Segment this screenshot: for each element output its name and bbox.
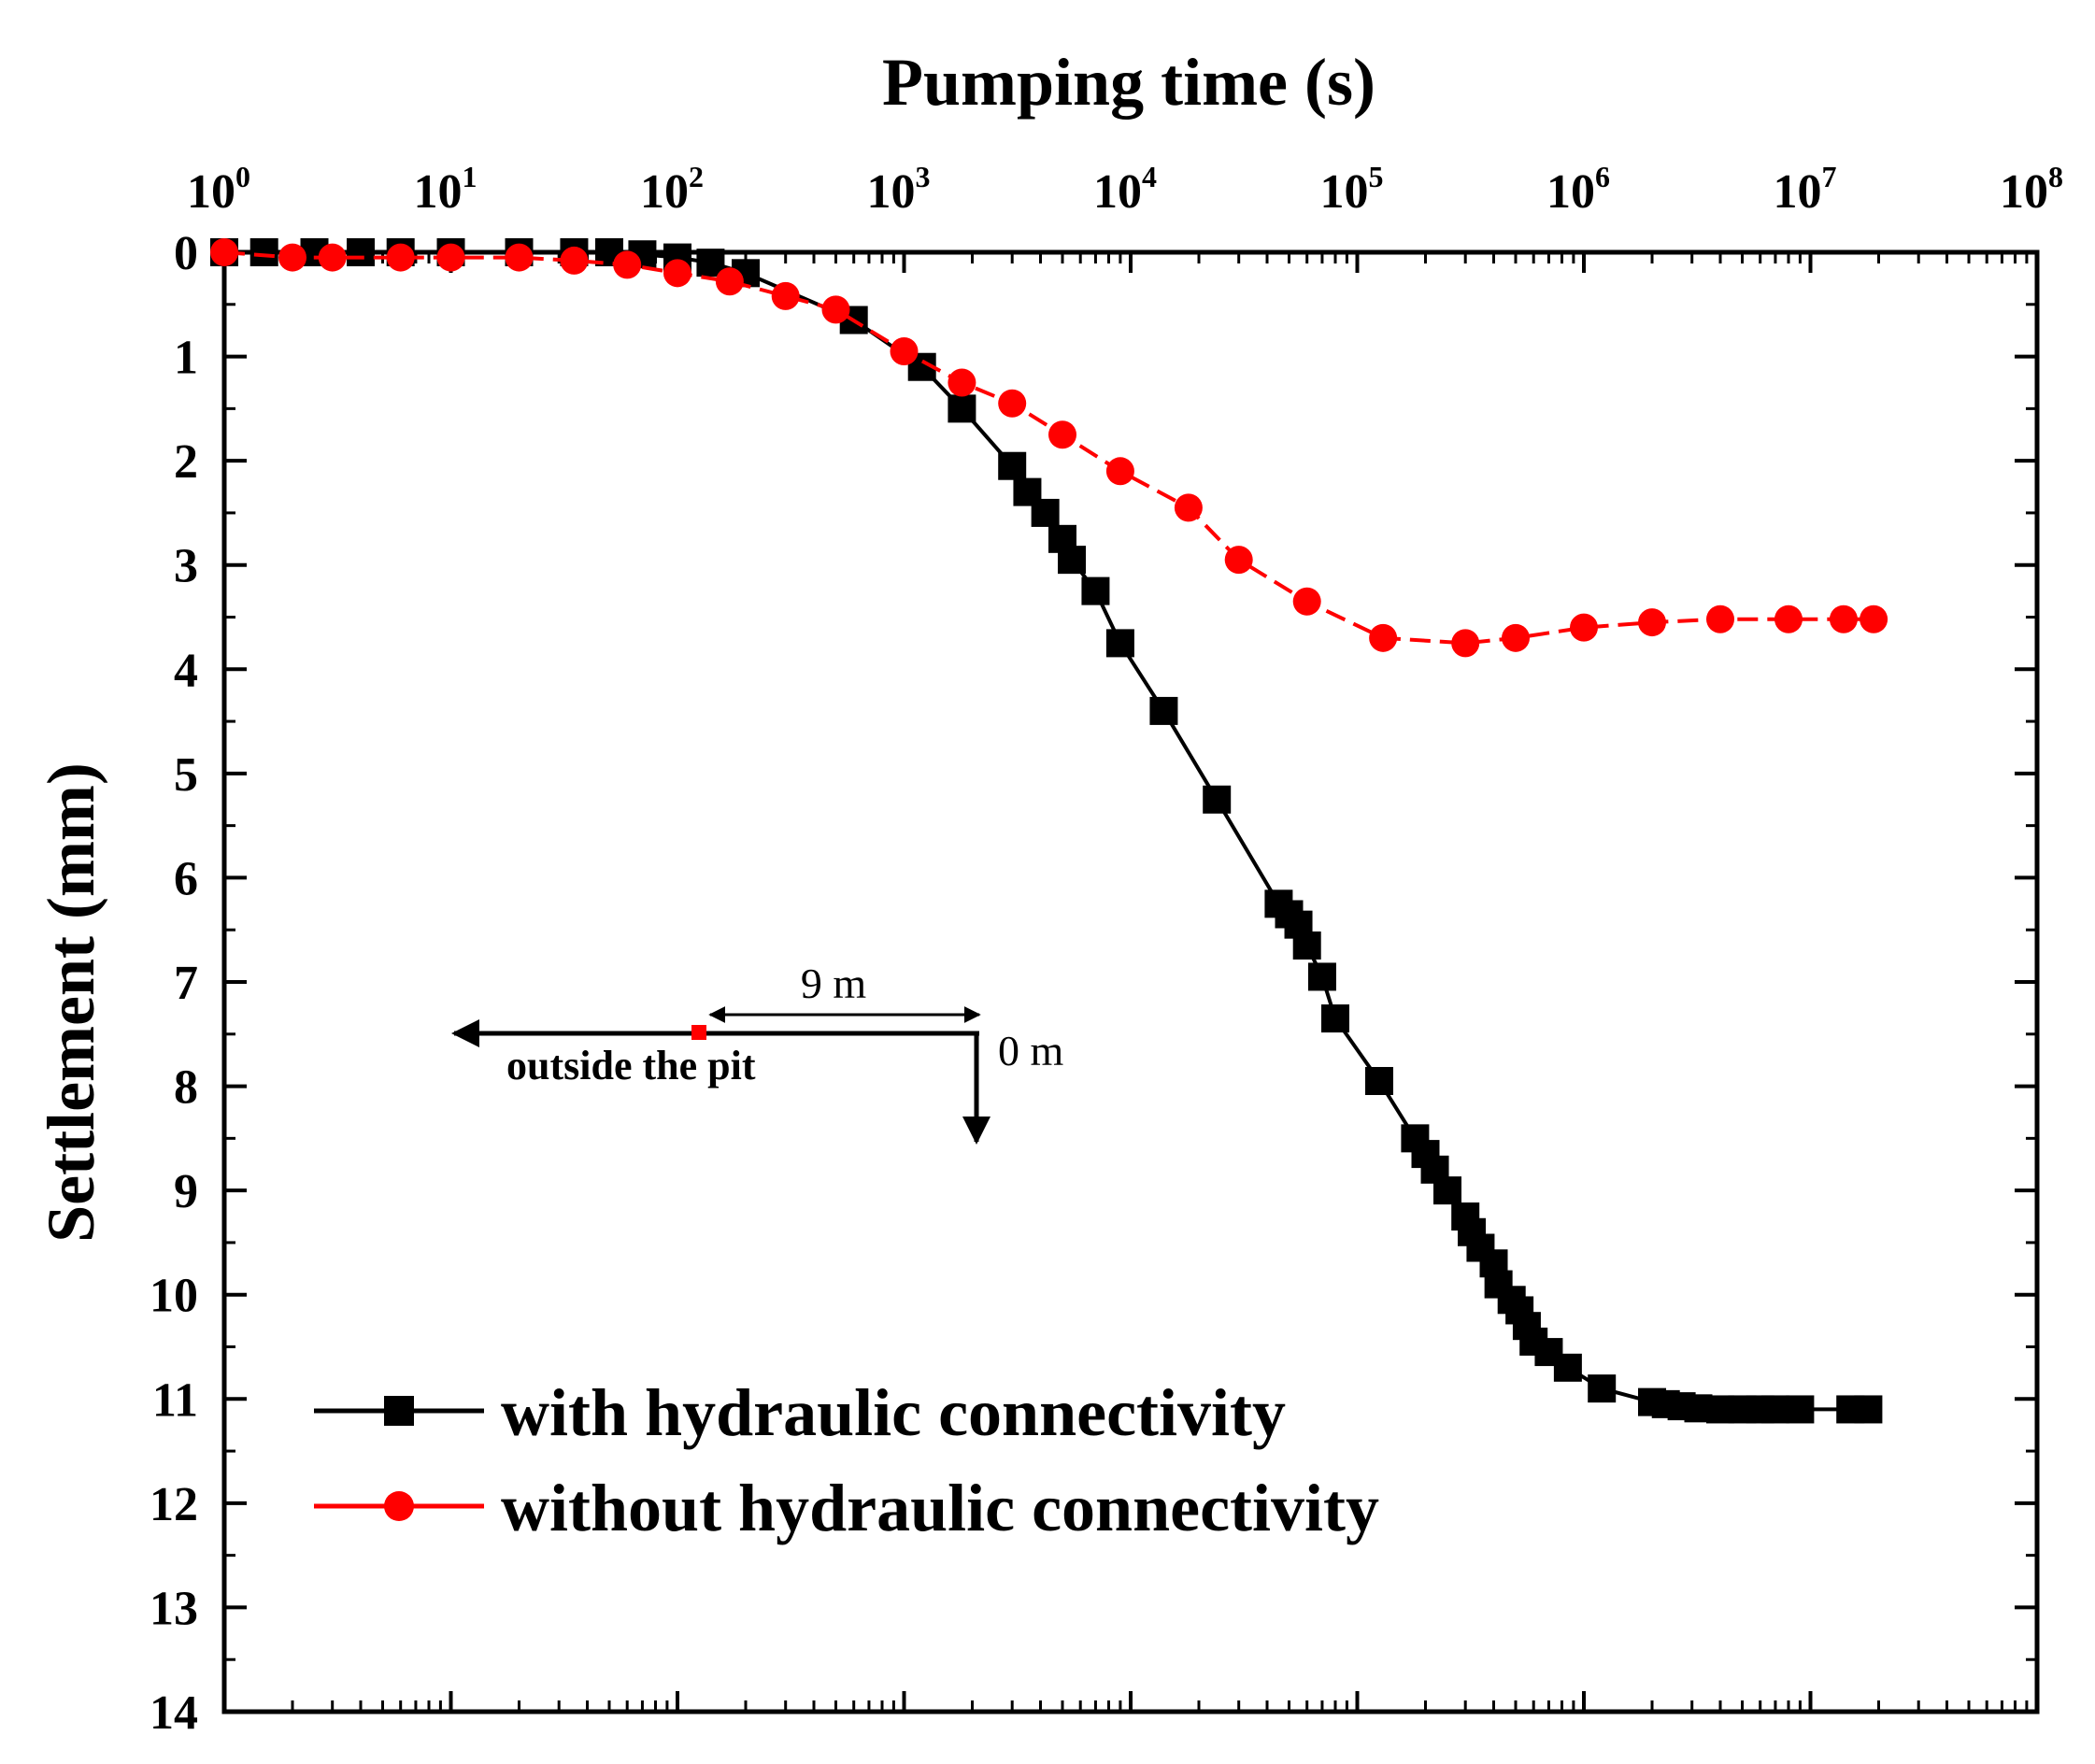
inset-direction-label: outside the pit — [506, 1043, 756, 1088]
data-point-square — [1031, 498, 1060, 527]
series-without-connectivity — [210, 238, 1888, 658]
data-point-circle — [948, 368, 976, 397]
x-tick-labels: 100 101 102 103 104 105 106 107 108 — [187, 160, 2063, 219]
y-tick-label: 4 — [174, 644, 198, 697]
data-point-circle — [436, 243, 465, 272]
y-tick-label: 7 — [174, 957, 198, 1010]
data-point-square — [1320, 1004, 1349, 1033]
axis-ticks — [222, 250, 2039, 1714]
data-point-circle — [1829, 605, 1858, 633]
x-tick-label: 102 — [640, 160, 704, 219]
x-tick-label: 101 — [414, 160, 477, 219]
data-point-circle — [1292, 587, 1321, 616]
y-tick-label: 0 — [174, 227, 198, 280]
inset-distance-label: 9 m — [801, 960, 867, 1007]
data-point-square — [1854, 1395, 1883, 1424]
y-tick-label: 6 — [174, 852, 198, 905]
x-axis-title: Pumping time (s) — [882, 45, 1375, 120]
data-point-square — [346, 238, 375, 266]
y-tick-label: 14 — [150, 1686, 198, 1740]
data-point-square — [1149, 696, 1178, 725]
legend: with hydraulic connectivity without hydr… — [314, 1375, 1379, 1545]
series-with-connectivity — [210, 238, 1883, 1424]
data-point-circle — [771, 281, 800, 310]
legend-item-with: with hydraulic connectivity — [314, 1375, 1286, 1450]
x-tick-label: 103 — [867, 160, 931, 219]
legend-label-without: without hydraulic connectivity — [501, 1471, 1379, 1545]
y-tick-label: 3 — [174, 540, 198, 593]
data-point-circle — [1637, 608, 1666, 637]
x-tick-label: 104 — [1093, 160, 1157, 219]
data-point-square — [1433, 1176, 1462, 1205]
legend-square-icon — [384, 1396, 414, 1426]
y-tick-label: 13 — [150, 1582, 198, 1635]
x-tick-label: 105 — [1320, 160, 1384, 219]
data-point-circle — [1369, 623, 1398, 652]
data-point-circle — [560, 246, 589, 275]
data-point-square — [1105, 629, 1134, 658]
data-point-circle — [821, 295, 850, 324]
y-tick-label: 9 — [174, 1165, 198, 1218]
data-point-square — [249, 238, 278, 266]
data-point-square — [1292, 931, 1321, 960]
y-tick-label: 5 — [174, 748, 198, 802]
data-point-square — [1081, 576, 1110, 605]
location-inset: 9 m 0 m outside the pit — [451, 960, 1064, 1145]
y-tick-label: 1 — [174, 332, 198, 385]
x-tick-label: 106 — [1546, 160, 1610, 219]
data-point-circle — [1774, 605, 1803, 633]
data-point-square — [948, 394, 976, 423]
data-point-circle — [890, 336, 919, 365]
series-line — [223, 250, 1874, 646]
data-point-circle — [1174, 493, 1203, 522]
data-point-circle — [613, 250, 642, 279]
data-point-circle — [715, 267, 744, 296]
y-tick-label: 8 — [174, 1061, 198, 1115]
inset-origin-label: 0 m — [998, 1027, 1064, 1074]
data-point-circle — [998, 389, 1027, 418]
data-point-circle — [505, 243, 534, 272]
y-tick-label: 11 — [152, 1373, 198, 1427]
data-point-circle — [1451, 629, 1480, 658]
y-tick-label: 12 — [150, 1478, 198, 1531]
series-layer — [210, 238, 1888, 1424]
x-tick-label: 107 — [1774, 160, 1837, 219]
legend-label-with: with hydraulic connectivity — [501, 1375, 1286, 1450]
y-axis-title: Settlement (mm) — [34, 762, 108, 1243]
data-point-circle — [386, 243, 415, 272]
data-point-circle — [1048, 420, 1077, 449]
data-point-circle — [1105, 457, 1134, 486]
data-point-circle — [210, 238, 238, 266]
data-point-square — [1307, 962, 1336, 991]
series-line — [224, 250, 1869, 1412]
x-tick-label: 108 — [2000, 160, 2063, 219]
data-point-square — [1058, 546, 1087, 575]
data-point-circle — [1860, 605, 1888, 633]
legend-item-without: without hydraulic connectivity — [314, 1471, 1379, 1545]
data-point-circle — [278, 243, 306, 272]
data-point-square — [1365, 1066, 1394, 1095]
data-point-square — [1786, 1395, 1815, 1424]
inset-location-marker — [691, 1025, 706, 1040]
y-tick-label: 2 — [174, 435, 198, 489]
data-point-circle — [663, 259, 691, 288]
data-point-circle — [1570, 613, 1598, 642]
legend-circle-icon — [384, 1491, 414, 1521]
data-point-circle — [318, 243, 347, 272]
data-point-square — [1203, 785, 1232, 814]
x-tick-label: 100 — [187, 160, 250, 219]
data-point-square — [998, 451, 1027, 480]
data-point-square — [1760, 1395, 1789, 1424]
data-point-circle — [1224, 546, 1253, 575]
data-point-square — [1588, 1374, 1617, 1403]
y-tick-label: 10 — [150, 1270, 198, 1323]
data-point-circle — [1705, 605, 1734, 633]
data-point-circle — [1502, 623, 1531, 652]
data-point-square — [1553, 1353, 1582, 1382]
